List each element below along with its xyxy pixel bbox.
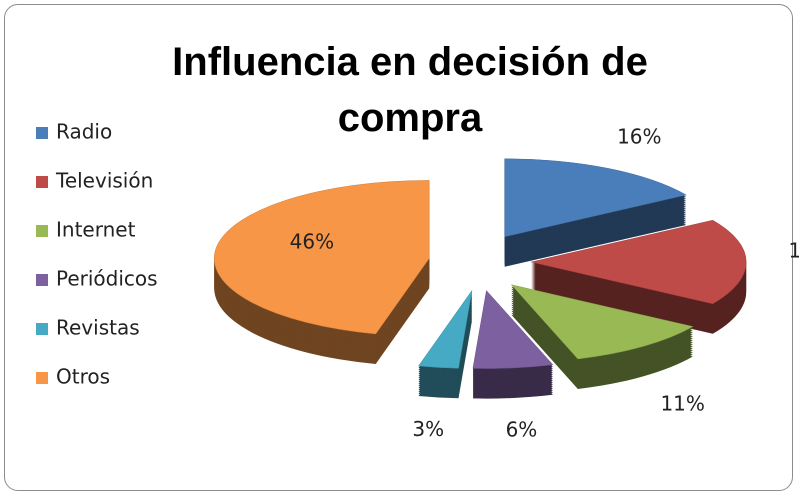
- data-label: 16%: [617, 124, 661, 148]
- slice: [504, 158, 687, 238]
- data-label: 46%: [290, 230, 334, 254]
- legend-label: Periódicos: [56, 267, 158, 291]
- slice: [472, 290, 554, 369]
- legend-swatch: [36, 176, 48, 188]
- chart-title: Influencia en decisión de compra: [172, 40, 648, 140]
- legend-label: Revistas: [56, 316, 140, 340]
- legend-label: Televisión: [55, 169, 153, 193]
- chart-frame: [4, 4, 793, 491]
- slice: [510, 284, 694, 360]
- legend-label: Radio: [56, 120, 112, 144]
- slice: [531, 219, 747, 305]
- legend-label: Otros: [56, 365, 110, 389]
- legend-swatch: [36, 274, 48, 286]
- legend-label: Internet: [56, 218, 136, 242]
- legend-swatch: [36, 323, 48, 335]
- slice: [418, 290, 473, 369]
- slice: [213, 180, 430, 335]
- data-label: 18%: [788, 239, 799, 263]
- data-label: 6%: [506, 418, 538, 442]
- legend-swatch: [36, 127, 48, 139]
- data-label: 3%: [412, 417, 444, 441]
- pie: [213, 158, 747, 399]
- legend-swatch: [36, 225, 48, 237]
- data-label: 11%: [660, 391, 704, 415]
- legend-swatch: [36, 372, 48, 384]
